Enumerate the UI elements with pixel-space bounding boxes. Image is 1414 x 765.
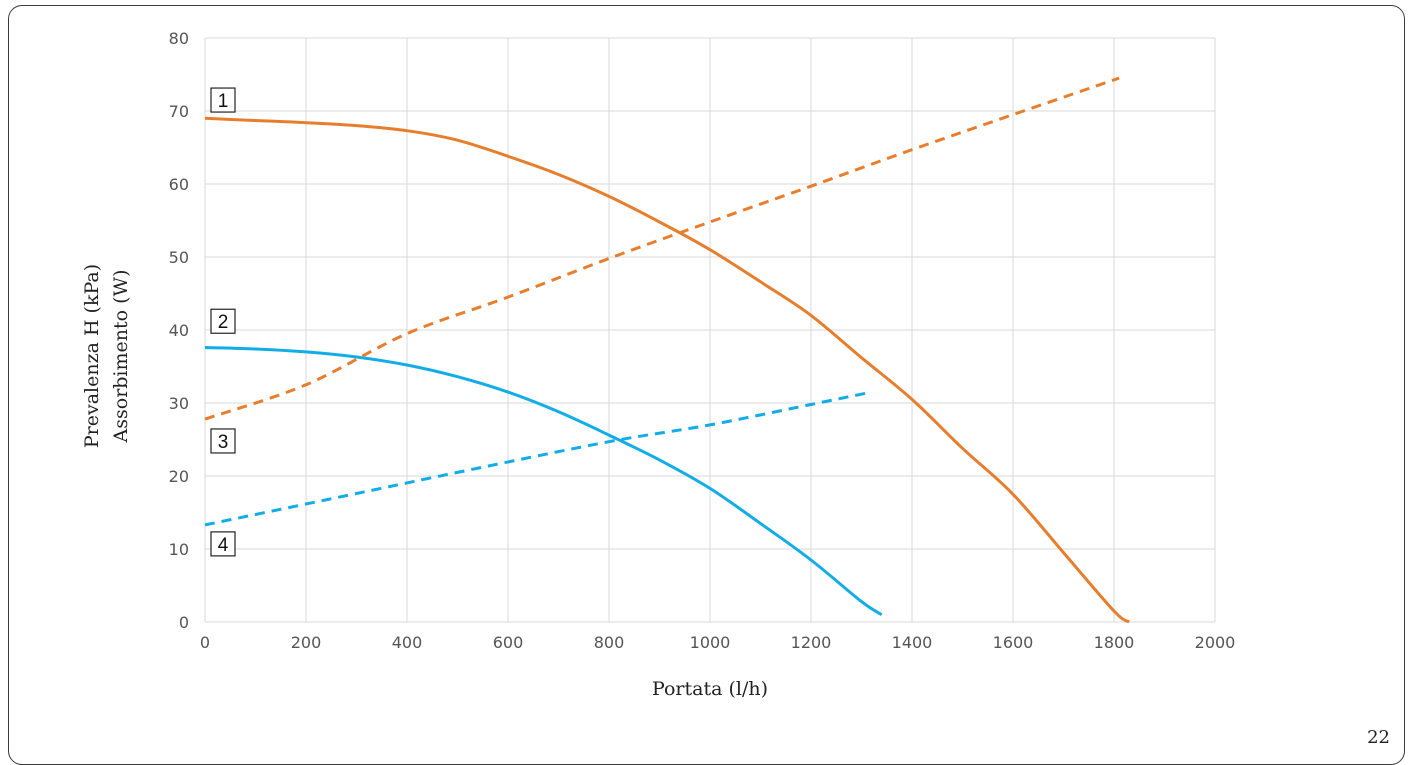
y-tick-label: 80 [169, 29, 189, 48]
x-tick-label: 800 [594, 633, 625, 652]
x-tick-label: 1000 [690, 633, 731, 652]
x-tick-label: 600 [493, 633, 524, 652]
y-tick-label: 10 [169, 540, 189, 559]
curve-label-text: 1 [218, 91, 229, 112]
series-line-2 [204, 346, 883, 616]
x-tick-label: 1800 [1094, 633, 1135, 652]
y-tick-label: 40 [169, 321, 189, 340]
curve-label-4: 4 [210, 531, 236, 557]
x-tick-label: 1600 [993, 633, 1034, 652]
curve-label-box [210, 531, 236, 557]
y-tick-label: 70 [169, 102, 189, 121]
curve-label-1: 1 [210, 87, 236, 113]
curve-label-text: 2 [218, 312, 229, 333]
curve-labels: 1 2 3 4 [210, 87, 236, 557]
y-tick-label: 50 [169, 248, 189, 267]
series-line-1 [204, 116, 1131, 624]
page-number: 22 [1367, 727, 1390, 748]
curve-label-box [210, 308, 236, 334]
x-tick-label: 1200 [791, 633, 832, 652]
y-tick-label: 60 [169, 175, 189, 194]
y-axis-title-line-2: Assorbimento (W) [110, 270, 132, 444]
x-tick-label: 400 [392, 633, 423, 652]
curve-label-3: 3 [210, 428, 236, 454]
curve-label-2: 2 [210, 308, 236, 334]
y-tick-label: 0 [179, 613, 189, 632]
x-tick-label: 200 [291, 633, 322, 652]
x-tick-labels: 0 200 400 600 800 1000 1200 1400 1600 1800 2000 [200, 633, 1235, 652]
x-axis-title: Portata (l/h) [652, 678, 768, 700]
curve-label-box [210, 87, 236, 113]
y-tick-label: 20 [169, 467, 189, 486]
series-line-4 [204, 390, 872, 527]
curve-label-text: 3 [218, 432, 229, 453]
y-axis-title-group: Prevalenza H (kPa) Assorbimento (W) [81, 264, 132, 448]
x-tick-label: 1400 [892, 633, 933, 652]
chart-series [204, 76, 1131, 624]
x-tick-label: 2000 [1195, 633, 1236, 652]
curve-label-box [210, 428, 236, 454]
y-axis-title-line-1: Prevalenza H (kPa) [81, 264, 103, 448]
chart-grid [204, 37, 1216, 623]
y-tick-labels: 0 10 20 30 40 50 60 70 80 [169, 29, 189, 632]
series-line-3 [204, 76, 1120, 421]
curve-label-text: 4 [218, 535, 229, 556]
y-tick-label: 30 [169, 394, 189, 413]
x-tick-label: 0 [200, 633, 210, 652]
